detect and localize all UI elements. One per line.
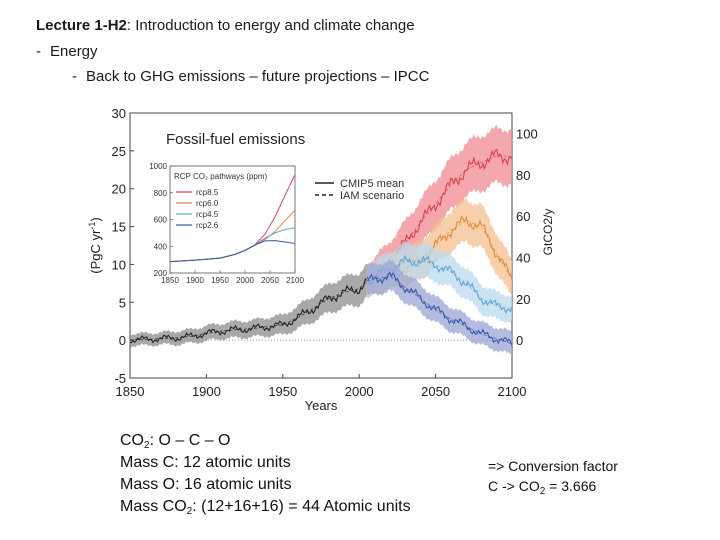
rcp2-6-range-band [366,258,512,357]
inset-title: RCP CO₂ pathways (ppm) [174,172,268,181]
bullet-energy-text: Energy [50,43,98,60]
historical-cmip5-mean-iam-scenario [129,280,368,341]
co2-formula: : O – C – O [149,432,231,449]
inset-y-tick-label: 1000 [149,162,167,171]
y-tick-label: 15 [112,220,126,235]
plot-frame [129,112,513,379]
co2-label: CO [120,432,144,449]
chart-title: Fossil-fuel emissions [166,131,305,148]
x-axis-title: Years [305,398,338,413]
right-axis-title: GtCO2/y [541,209,555,256]
inset-y-tick-label: 800 [154,189,168,198]
inset-legend-label-rcp6-0: rcp6.0 [196,199,219,208]
x-tick-label: 1950 [268,384,297,399]
rcp2-6-line [366,271,513,346]
right-tick-label: 60 [516,209,530,224]
x-tick-label: 2050 [421,384,450,399]
inset-x-tick-label: 1900 [186,276,204,285]
y-tick-label: 10 [112,257,126,272]
emissions-chart: 1850 1900 1950 2000 2050 2100 -5 0 5 10 15 20 25 30 0 2… [87,106,555,413]
y-tick-label: 25 [112,144,126,159]
inset-line-rcp2-6 [169,240,296,263]
y-tick-label: 5 [119,295,126,310]
inset-x-tick-label: 2000 [236,276,254,285]
historical-cmip5-mean-line [129,278,368,344]
right-tick-label: 80 [516,168,530,183]
rcp4-5-iam-scenario [366,260,513,309]
bullet-energy: - Energy [36,43,98,60]
right-tick-label: 0 [516,333,523,348]
y-axis-title: (PgC yr-1) [87,217,103,273]
right-tick-label: 100 [516,127,538,142]
y-tick-label: 30 [112,106,126,121]
legend-label-iam-scenario: IAM scenario [340,190,404,202]
inset-x-tick-label: 1850 [161,276,179,285]
bullet-ghg-text: Back to GHG emissions – future projectio… [86,68,430,85]
co2-formula-line: CO2: O – C – O [120,430,411,452]
title-rest: : Introduction to energy and climate cha… [126,17,415,34]
rcp4-5-range-band [366,241,512,324]
y-tick-label: 0 [119,333,126,348]
mass-co2-label: Mass CO [120,498,187,515]
inset-frame [169,165,296,274]
inset-x-tick-label: 2050 [261,276,279,285]
inset-legend-label-rcp8-5: rcp8.5 [196,188,219,197]
conversion-subscript: 2 [539,486,546,497]
rcp2-6-iam-scenario [366,275,513,345]
right-tick-label: 40 [516,251,530,266]
y-tick-label: -5 [114,371,126,386]
inset-legend-label-rcp2-6: rcp2.6 [196,221,219,230]
inset-x-tick-label: 2100 [286,276,304,285]
inset-legend-label-rcp4-5: rcp4.5 [196,210,219,219]
conversion-value: = 3.666 [545,478,597,494]
conversion-line-2: C -> CO2 = 3.666 [488,476,618,497]
bullet-ghg: - Back to GHG emissions – future projecti… [72,68,429,85]
y-tick-label: 20 [112,182,126,197]
bullet-dash: - [72,68,77,85]
mass-c-line: Mass C: 12 atomic units [120,454,291,471]
x-tick-label: 1850 [116,384,145,399]
x-tick-label: 1900 [192,384,221,399]
conversion-label: C -> CO [488,478,540,494]
conversion-line-1: => Conversion factor [488,458,618,474]
right-tick-label: 20 [516,292,530,307]
co2-notes: CO2: O – C – O Mass C: 12 atomic units M… [120,430,411,518]
mass-co2-sum: : (12+16+16) = 44 Atomic units [192,498,411,515]
mass-co2-subscript: 2 [186,506,193,517]
title-bold: Lecture 1-H2 [36,17,127,34]
x-tick-label: 2100 [498,384,527,399]
inset-y-tick-label: 600 [154,216,168,225]
x-tick-label: 2000 [345,384,374,399]
mass-co2-line: Mass CO2: (12+16+16) = 44 Atomic units [120,496,411,518]
mass-o-line: Mass O: 16 atomic units [120,476,292,493]
slide-title: Lecture 1-H2: Introduction to energy and… [36,17,415,34]
bullet-dash: - [36,43,41,60]
conversion-note: => Conversion factor C -> CO2 = 3.666 [488,456,618,497]
inset-x-tick-label: 1950 [211,276,229,285]
legend-label-cmip5-mean: CMIP5 mean [340,178,404,190]
inset-y-tick-label: 200 [154,269,168,278]
co2-subscript: 2 [144,440,150,451]
inset-y-tick-label: 400 [154,242,168,251]
